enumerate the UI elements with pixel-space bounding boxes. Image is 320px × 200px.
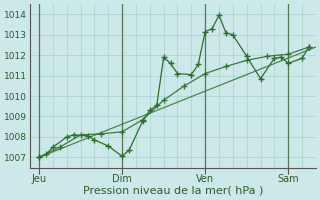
X-axis label: Pression niveau de la mer( hPa ): Pression niveau de la mer( hPa ) [83, 186, 263, 196]
